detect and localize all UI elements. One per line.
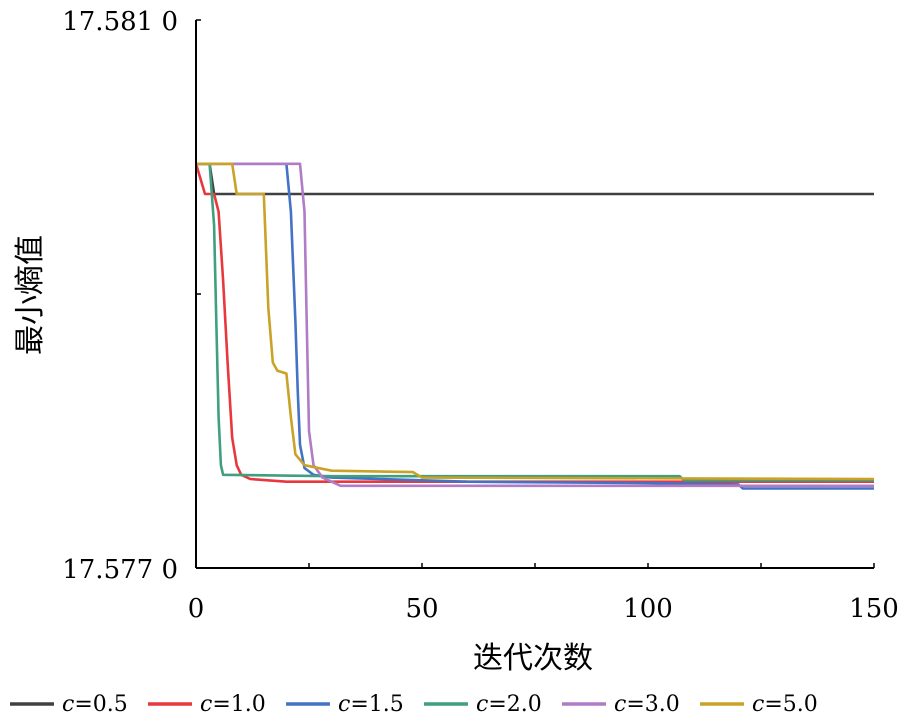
x-tick-label-100: 100 [623, 594, 673, 624]
series-line-1 [196, 162, 874, 196]
legend-label-4: c=2.0 [476, 692, 542, 717]
x-tick-label-150: 150 [849, 594, 899, 624]
series-line-3 [196, 162, 874, 490]
legend-label-1: c=0.5 [62, 692, 128, 717]
legend-label-6: c=5.0 [752, 692, 818, 717]
x-tick-label-50: 50 [405, 594, 438, 624]
series-line-4 [196, 162, 874, 482]
series-line-6 [196, 162, 875, 481]
legend-label-2: c=1.0 [200, 692, 266, 717]
legend: c=0.5 c=1.0 c=1.5 c=2.0 c=3.0 c=5.0 [10, 692, 818, 717]
legend-label-3: c=1.5 [338, 692, 404, 717]
plot-lines [194, 162, 875, 490]
x-tick-label-0: 0 [188, 594, 205, 624]
series-line-5 [196, 162, 874, 488]
legend-label-5: c=3.0 [614, 692, 680, 717]
x-tick-marks [195, 563, 875, 568]
series-line-2 [194, 163, 874, 484]
x-axis-title: 迭代次数 [473, 641, 593, 676]
y-tick-label-max: 17.581 0 [62, 7, 178, 37]
y-tick-label-min: 17.577 0 [62, 555, 178, 585]
y-axis-title: 最小熵值 [13, 235, 48, 355]
